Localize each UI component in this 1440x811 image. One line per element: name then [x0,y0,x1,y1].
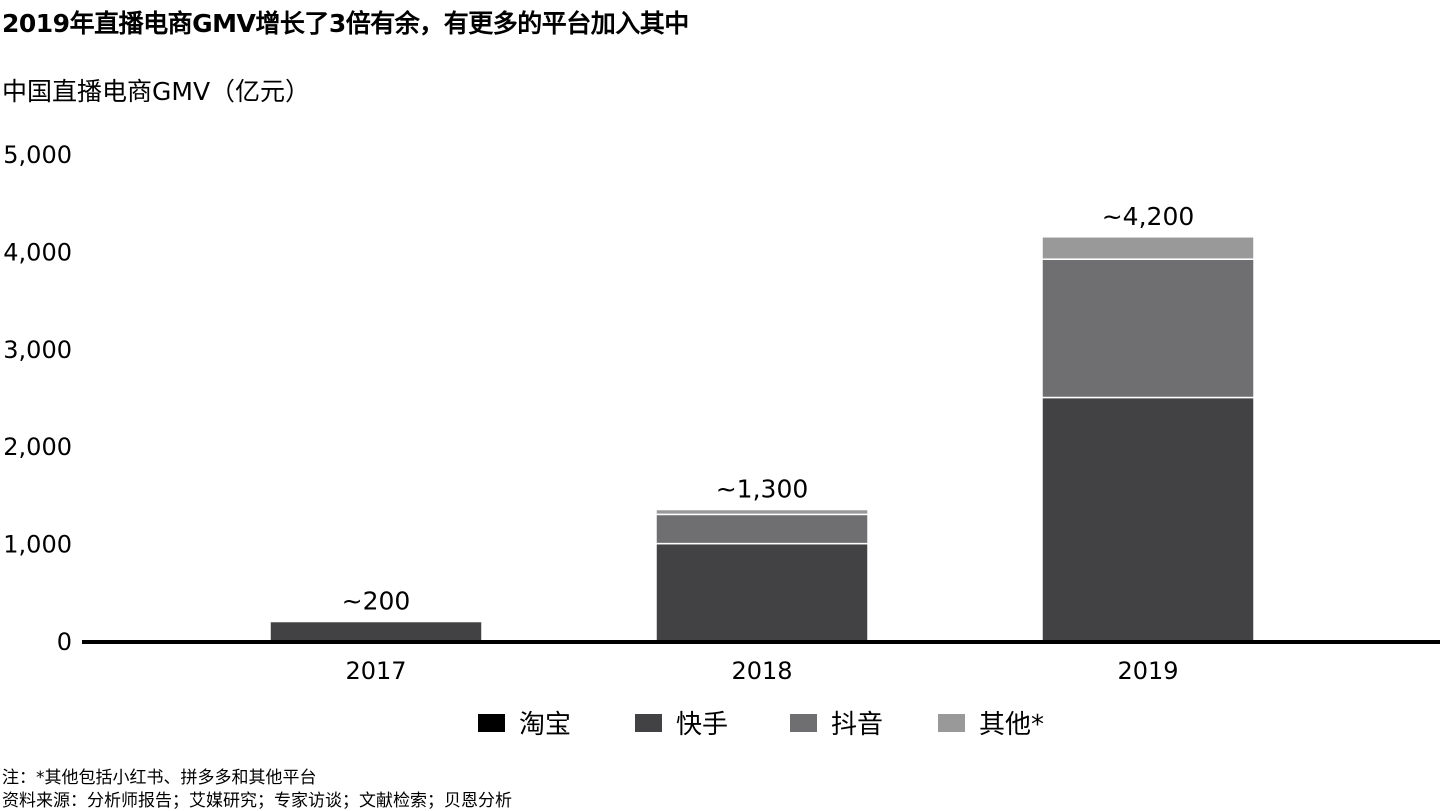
legend-swatch [635,714,662,732]
bar-segment-2018-2 [655,513,869,545]
legend-label: 抖音 [831,710,883,740]
footnote-note: 注：*其他包括小红书、拼多多和其他平台 [2,768,317,788]
x-tick-label: 2019 [1117,657,1178,685]
bar-segment-2019-3 [1041,236,1255,260]
y-tick-label: 3,000 [3,336,72,364]
chart-subtitle: 中国直播电商GMV（亿元） [2,77,311,106]
legend-swatch [938,714,965,732]
bar-segment-2019-1 [1041,396,1255,642]
x-tick-label: 2018 [731,657,792,685]
legend-label: 快手 [676,710,728,740]
legend-swatch [478,714,505,732]
bar-total-label: ~1,300 [716,475,809,504]
legend-swatch [790,714,817,732]
y-tick-label: 0 [57,628,72,656]
bar-segment-2017-1 [269,620,483,642]
y-tick-label: 2,000 [3,433,72,461]
legend-label: 淘宝 [519,710,571,740]
bar-segment-2018-3 [655,508,869,516]
bar-total-label: ~200 [342,587,411,616]
x-tick-label: 2017 [345,657,406,685]
bar-total-label: ~4,200 [1102,202,1195,231]
y-tick-label: 1,000 [3,531,72,559]
chart-title: 2019年直播电商GMV增长了3倍有余，有更多的平台加入其中 [2,9,689,38]
legend-label: 其他* [979,710,1044,740]
y-tick-label: 5,000 [3,141,72,169]
y-tick-label: 4,000 [3,238,72,266]
footnote-source: 资料来源：分析师报告；艾媒研究；专家访谈；文献检索；贝恩分析 [2,791,512,811]
bar-segment-2018-1 [655,542,869,642]
bar-segment-2019-2 [1041,258,1255,399]
